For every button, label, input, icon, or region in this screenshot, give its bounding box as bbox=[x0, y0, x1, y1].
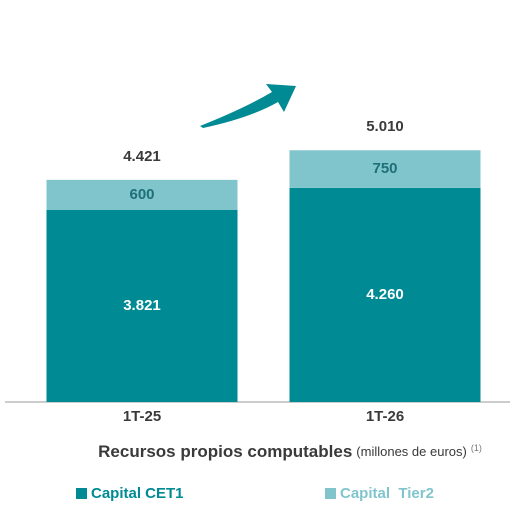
bar-segment bbox=[46, 209, 238, 402]
value-label: 3.821 bbox=[123, 297, 161, 314]
chart-title: Recursos propios computables (millones de… bbox=[98, 442, 482, 461]
total-label: 4.421 bbox=[123, 148, 161, 165]
bar-segment bbox=[46, 179, 238, 210]
value-label: 750 bbox=[372, 160, 397, 177]
subtitle: (millones de euros) bbox=[356, 444, 467, 459]
value-label: 4.260 bbox=[366, 286, 404, 303]
note: (1) bbox=[471, 443, 482, 453]
legend-label: Capital CET1 bbox=[91, 485, 184, 502]
bar-segment bbox=[289, 150, 481, 188]
legend-label: Capital Tier2 bbox=[340, 485, 434, 502]
x-tick-label: 1T-26 bbox=[366, 408, 404, 425]
legend-swatch bbox=[325, 488, 336, 499]
total-label: 5.010 bbox=[366, 118, 404, 135]
value-label: 600 bbox=[129, 186, 154, 203]
legend-swatch bbox=[76, 488, 87, 499]
x-tick-label: 1T-25 bbox=[123, 408, 161, 425]
growth-arrow bbox=[200, 84, 296, 128]
bar-segment bbox=[289, 187, 481, 402]
title: Recursos propios computables bbox=[98, 442, 352, 461]
